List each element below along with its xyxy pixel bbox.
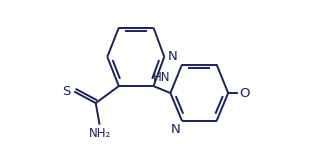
Text: N: N: [167, 50, 177, 63]
Text: NH₂: NH₂: [88, 127, 111, 140]
Text: N: N: [171, 123, 180, 136]
Text: HN: HN: [153, 71, 171, 84]
Text: O: O: [239, 87, 250, 100]
Text: S: S: [62, 85, 70, 98]
